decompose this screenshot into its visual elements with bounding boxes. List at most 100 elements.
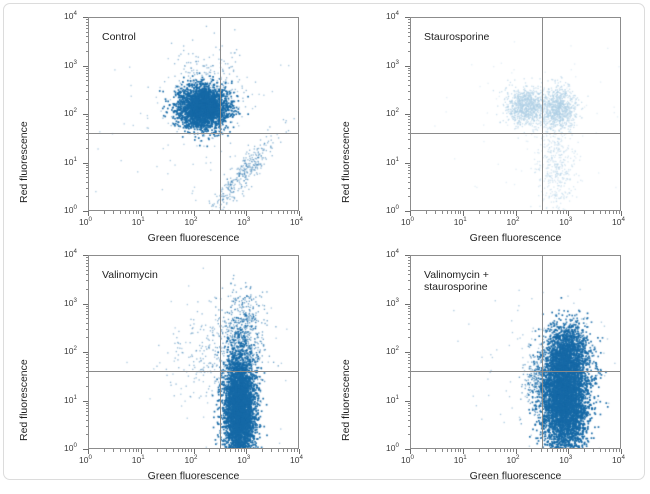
y-axis-tick-minor (85, 80, 88, 81)
x-axis-tick-label: 104 (290, 454, 303, 465)
y-axis-tick-minor (85, 32, 88, 33)
y-axis-tick-major (83, 304, 88, 305)
x-axis-tick-minor (297, 449, 298, 452)
x-axis-tick-minor (104, 449, 105, 452)
y-axis-tick-minor (407, 129, 410, 130)
plot-area (88, 17, 299, 211)
y-axis-tick-label: 101 (386, 393, 399, 405)
x-axis-tick-minor (294, 211, 295, 214)
x-axis-tick-minor (241, 211, 242, 214)
y-axis-tick-minor (85, 289, 88, 290)
y-axis-tick-major (83, 17, 88, 18)
y-axis-tick-minor (407, 182, 410, 183)
y-axis-tick-minor (407, 363, 410, 364)
y-axis-title: Red fluorescence (340, 121, 352, 203)
x-axis-tick-label: 104 (612, 454, 625, 465)
y-axis-tick-minor (85, 354, 88, 355)
y-axis-tick-minor (85, 167, 88, 168)
x-axis-tick-minor (291, 211, 292, 214)
x-axis-tick-minor (173, 449, 174, 452)
x-axis-tick-minor (291, 449, 292, 452)
x-axis-tick-minor (225, 211, 226, 214)
y-axis-tick-label: 102 (64, 345, 77, 356)
y-axis-tick-minor (407, 28, 410, 29)
y-axis-tick-minor (407, 68, 410, 69)
panel-control: Red fluorescence 100 100 101 101 102 102 103 103… (4, 4, 319, 256)
x-axis-tick-minor (619, 449, 620, 452)
x-axis-tick-minor (188, 211, 189, 214)
y-axis-tick-minor (407, 274, 410, 275)
y-axis-tick-major (405, 304, 410, 305)
quadrant-line-vertical (542, 18, 543, 210)
x-axis-tick-minor (552, 449, 553, 452)
x-axis-tick-minor (238, 449, 239, 452)
x-axis-tick-major (568, 449, 569, 454)
x-axis-tick-minor (219, 449, 220, 452)
x-axis-tick-minor (488, 449, 489, 452)
y-axis-tick-minor (85, 411, 88, 412)
y-axis-tick-minor (85, 85, 88, 86)
quadrant-line-vertical (542, 256, 543, 448)
x-axis-tick-minor (600, 211, 601, 214)
x-axis-tick-minor (560, 211, 561, 214)
y-axis-tick-minor (407, 188, 410, 189)
y-axis-tick-label: 101 (386, 155, 399, 167)
x-axis-tick-minor (584, 211, 585, 214)
x-axis-tick-minor (495, 449, 496, 452)
plot-area (88, 255, 299, 449)
x-axis-tick-minor (166, 211, 167, 214)
x-axis-tick-minor (495, 211, 496, 214)
y-axis-tick-minor (407, 280, 410, 281)
x-axis-tick-major (246, 449, 247, 454)
x-axis-tick-minor (600, 449, 601, 452)
x-axis-tick-label: 101 (453, 454, 467, 465)
y-axis-tick-label: 100 (386, 204, 399, 215)
y-axis-tick-minor (85, 91, 88, 92)
x-axis-tick-minor (278, 449, 279, 452)
y-axis-tick-label: 104 (386, 248, 399, 259)
y-axis-tick-minor (407, 80, 410, 81)
x-axis-tick-minor (510, 211, 511, 214)
scatter-points (89, 256, 298, 448)
x-axis-tick-minor (230, 449, 231, 452)
y-axis-tick-label: 104 (386, 10, 399, 21)
x-axis-tick-minor (238, 211, 239, 214)
x-axis-tick-minor (185, 449, 186, 452)
x-axis-tick-minor (507, 211, 508, 214)
x-axis-tick-minor (593, 211, 594, 214)
x-axis-tick-minor (138, 449, 139, 452)
y-axis-tick-minor (85, 165, 88, 166)
y-axis-tick-minor (407, 32, 410, 33)
x-axis-tick-minor (178, 449, 179, 452)
x-axis-tick-major (88, 211, 89, 216)
y-axis-tick-minor (85, 408, 88, 409)
x-axis-tick-minor (104, 211, 105, 214)
y-axis-title: Red fluorescence (18, 359, 30, 441)
x-axis-tick-minor (262, 449, 263, 452)
y-axis-tick-minor (407, 196, 410, 197)
x-axis-tick-major (463, 211, 464, 216)
x-axis-tick-minor (136, 449, 137, 452)
y-axis-tick-minor (85, 308, 88, 309)
x-axis-tick-minor (442, 211, 443, 214)
x-axis-tick-major (194, 211, 195, 216)
y-axis-tick-minor (85, 270, 88, 271)
y-axis-tick-major (405, 401, 410, 402)
x-axis-tick-minor (113, 211, 114, 214)
x-axis-tick-major (568, 211, 569, 216)
x-axis-tick-minor (283, 449, 284, 452)
x-axis-tick-minor (133, 449, 134, 452)
y-axis-tick-label: 100 (386, 442, 399, 453)
x-axis-tick-major (516, 211, 517, 216)
panel-title: Valinomycin (102, 269, 158, 281)
x-axis-tick-minor (563, 211, 564, 214)
x-axis-tick-minor (182, 449, 183, 452)
y-axis-tick-major (405, 352, 410, 353)
x-axis-tick-minor (616, 449, 617, 452)
y-axis-tick-minor (407, 403, 410, 404)
y-axis-tick-minor (85, 196, 88, 197)
y-axis-tick-major (83, 255, 88, 256)
x-axis-tick-minor (136, 211, 137, 214)
y-axis-tick-major (405, 449, 410, 450)
y-axis-tick-minor (85, 263, 88, 264)
